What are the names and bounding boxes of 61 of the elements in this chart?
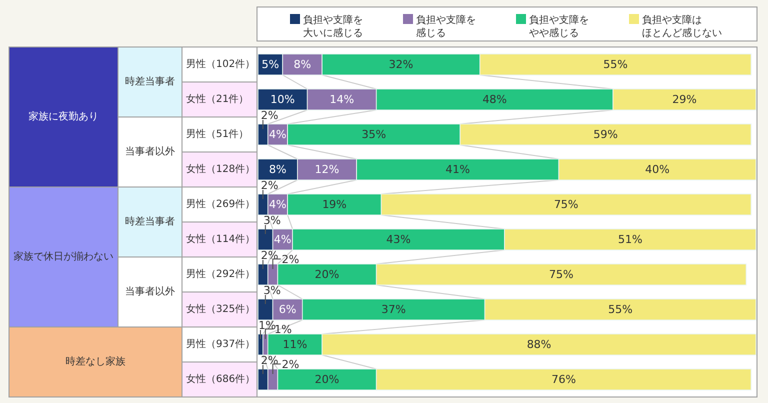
data-label: 88%: [526, 338, 552, 351]
data-label: 76%: [551, 373, 576, 386]
data-label: 4%: [268, 198, 286, 211]
data-label: 20%: [314, 268, 340, 281]
data-label: 1%: [258, 319, 276, 332]
data-label: 14%: [330, 93, 354, 106]
data-label: 8%: [268, 163, 286, 176]
data-label: 19%: [322, 198, 347, 211]
data-label: 32%: [388, 58, 414, 71]
data-label: 10%: [270, 93, 295, 106]
data-label: 48%: [482, 93, 507, 106]
legend-label: 負担や支障をやや感じる: [529, 14, 589, 39]
y-tick-label: 男性（102件）: [186, 58, 256, 70]
data-label: 4%: [268, 128, 286, 141]
data-label: 35%: [362, 128, 386, 141]
y-tick-label: 女性（21件）: [186, 93, 249, 105]
data-label: 2%: [260, 249, 278, 262]
legend-label: 負担や支障を大いに感じる: [303, 14, 363, 39]
legend-label: 負担や支障はほとんど感じない: [642, 14, 722, 39]
text: 時差なし家族: [66, 356, 126, 368]
text: 時差当事者: [125, 76, 175, 88]
data-label: 3%: [263, 284, 281, 297]
data-label: 3%: [263, 214, 281, 227]
data-label: 55%: [603, 58, 628, 71]
data-label: 75%: [554, 198, 578, 211]
data-label: 41%: [445, 163, 470, 176]
text: 家族に夜勤あり: [28, 110, 98, 122]
data-label: 6%: [278, 303, 296, 316]
text: 当事者以外: [125, 146, 175, 158]
text: 当事者以外: [125, 286, 175, 298]
y-tick-label: 女性（114件）: [186, 233, 256, 245]
data-label: 4%: [274, 233, 292, 246]
data-label: 1%: [274, 323, 292, 336]
y-tick-label: 男性（292件）: [186, 268, 256, 280]
data-label: 43%: [386, 233, 411, 246]
data-label: 8%: [294, 58, 312, 71]
legend-label: 負担や支障を感じる: [416, 14, 476, 39]
data-label: 2%: [260, 179, 278, 192]
text: 時差当事者: [125, 216, 175, 228]
data-label: 2%: [260, 354, 278, 367]
text: 家族で休日が揃わない: [14, 250, 114, 262]
data-label: 11%: [282, 338, 308, 351]
data-label: 2%: [282, 253, 300, 266]
y-tick-label: 女性（128件）: [186, 163, 256, 175]
data-label: 37%: [381, 303, 406, 316]
data-label: 5%: [262, 58, 280, 71]
data-label: 51%: [618, 233, 642, 246]
y-tick-label: 女性（686件）: [186, 373, 256, 385]
data-label: 55%: [608, 303, 633, 316]
data-label: 59%: [593, 128, 618, 141]
data-label: 2%: [282, 358, 300, 371]
data-label: 29%: [672, 93, 697, 106]
y-tick-label: 男性（269件）: [186, 198, 256, 210]
data-label: 40%: [645, 163, 670, 176]
data-label: 12%: [314, 163, 340, 176]
data-label: 20%: [314, 373, 340, 386]
y-tick-label: 男性（51件）: [186, 128, 249, 140]
y-tick-label: 男性（937件）: [186, 338, 256, 350]
data-label: 2%: [260, 109, 278, 122]
data-label: 75%: [549, 268, 574, 281]
y-tick-label: 女性（325件）: [186, 303, 256, 315]
